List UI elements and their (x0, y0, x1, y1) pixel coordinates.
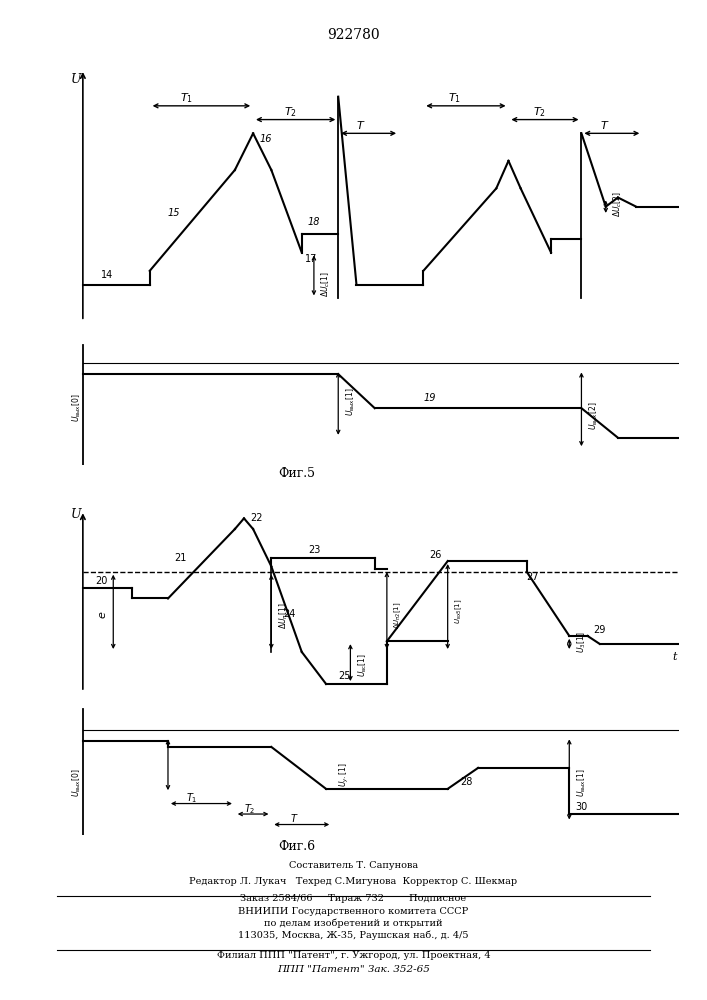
Text: ВНИИПИ Государственного комитета СССР: ВНИИПИ Государственного комитета СССР (238, 907, 469, 916)
Text: 28: 28 (460, 777, 472, 787)
Text: Фиг.5: Фиг.5 (279, 467, 315, 480)
Text: Составитель Т. Сапунова: Составитель Т. Сапунова (289, 861, 418, 870)
Text: $T_2$: $T_2$ (244, 802, 255, 816)
Text: 30: 30 (575, 802, 588, 812)
Text: Фиг.6: Фиг.6 (279, 840, 315, 853)
Text: Филиал ППП "Патент", г. Ужгород, ул. Проектная, 4: Филиал ППП "Патент", г. Ужгород, ул. Про… (216, 951, 491, 960)
Text: $T$: $T$ (290, 812, 298, 824)
Text: $T_1$: $T_1$ (186, 791, 198, 805)
Text: Редактор Л. Лукач   Техред С.Мигунова  Корректор С. Шекмар: Редактор Л. Лукач Техред С.Мигунова Корр… (189, 877, 518, 886)
Text: $U_y.[1]$: $U_y.[1]$ (338, 762, 351, 787)
Text: U: U (71, 73, 81, 86)
Text: 26: 26 (429, 550, 442, 560)
Text: $U_{\text{вых}}[1]$: $U_{\text{вых}}[1]$ (575, 768, 588, 797)
Text: $\Delta U_\pi[1]$: $\Delta U_\pi[1]$ (277, 602, 290, 629)
Text: 21: 21 (174, 553, 187, 563)
Text: t: t (672, 652, 677, 662)
Text: по делам изобретений и открытий: по делам изобретений и открытий (264, 918, 443, 928)
Text: $T_1$: $T_1$ (180, 91, 193, 105)
Text: 17: 17 (305, 254, 317, 264)
Text: $T_2$: $T_2$ (284, 105, 296, 119)
Text: $\Delta U_{\pi 2}[1]$: $\Delta U_{\pi 2}[1]$ (393, 601, 404, 629)
Text: $T$: $T$ (600, 119, 609, 131)
Text: $U_{\text{вых}}[1]$: $U_{\text{вых}}[1]$ (344, 388, 357, 416)
Text: 29: 29 (594, 625, 606, 635)
Text: $U_{\text{вых}}[0]$: $U_{\text{вых}}[0]$ (71, 394, 83, 422)
Text: 16: 16 (259, 134, 271, 144)
Text: 24: 24 (284, 609, 296, 619)
Text: 19: 19 (423, 393, 436, 403)
Text: $U_{\text{вс}}[1]$: $U_{\text{вс}}[1]$ (356, 653, 369, 677)
Text: 25: 25 (338, 671, 351, 681)
Text: 922780: 922780 (327, 28, 380, 42)
Text: 22: 22 (250, 513, 262, 523)
Text: 27: 27 (527, 572, 539, 582)
Text: $T_2$: $T_2$ (533, 105, 546, 119)
Text: ППП "Патент" Зак. 352-65: ППП "Патент" Зак. 352-65 (277, 965, 430, 974)
Text: $U_{\text{вх3}}[1]$: $U_{\text{вх3}}[1]$ (454, 598, 464, 624)
Text: $T_1$: $T_1$ (448, 91, 461, 105)
Text: $U_{\text{вых}}[0]$: $U_{\text{вых}}[0]$ (71, 768, 83, 797)
Text: $T$: $T$ (356, 119, 366, 131)
Text: 18: 18 (308, 217, 320, 227)
Text: 23: 23 (308, 545, 320, 555)
Text: Заказ 2584/66     Тираж 732        Подписное: Заказ 2584/66 Тираж 732 Подписное (240, 894, 467, 903)
Text: $e$: $e$ (98, 611, 108, 619)
Text: $\Delta U_c[2]$: $\Delta U_c[2]$ (612, 191, 624, 217)
Text: 20: 20 (95, 576, 107, 586)
Text: 15: 15 (168, 208, 180, 218)
Text: U: U (71, 508, 81, 521)
Text: $U_{\text{вых}}[2]$: $U_{\text{вых}}[2]$ (588, 401, 600, 430)
Text: 14: 14 (101, 270, 113, 280)
Text: 113035, Москва, Ж-35, Раушская наб., д. 4/5: 113035, Москва, Ж-35, Раушская наб., д. … (238, 930, 469, 940)
Text: $\Delta U_c[1]$: $\Delta U_c[1]$ (320, 271, 332, 297)
Text: $U_3[1]$: $U_3[1]$ (575, 631, 588, 653)
